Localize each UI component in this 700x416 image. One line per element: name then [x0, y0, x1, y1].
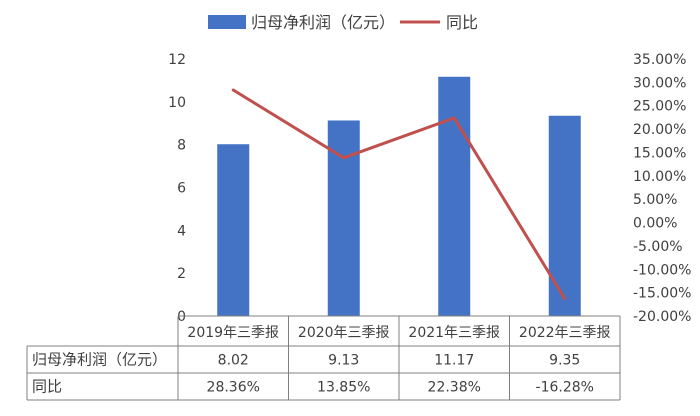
right-tick-label: 15.00%	[633, 145, 686, 161]
line-point	[342, 156, 346, 160]
table-cell: 22.38%	[428, 380, 481, 396]
right-tick-label: 20.00%	[633, 122, 686, 138]
left-tick-label: 4	[177, 223, 186, 239]
table-row-label: 同比	[32, 378, 62, 396]
right-tick-label: 0.00%	[633, 216, 677, 232]
category-label: 2022年三季报	[519, 325, 611, 341]
left-tick-label: 8	[177, 138, 186, 154]
right-tick-label: 5.00%	[633, 192, 677, 208]
table-row-label: 归母净利润（亿元）	[32, 351, 167, 369]
table-cell: 28.36%	[207, 380, 260, 396]
table-cell: -16.28%	[536, 380, 594, 396]
right-tick-label: 35.00%	[633, 52, 686, 68]
line-point	[452, 116, 456, 120]
left-axis: 0 2 4 6 8 10 12	[168, 52, 186, 325]
line-point	[563, 297, 567, 301]
table-cell: 9.35	[549, 353, 580, 369]
table-cell: 11.17	[434, 353, 474, 369]
table-cell: 13.85%	[317, 380, 370, 396]
category-label: 2020年三季报	[298, 325, 390, 341]
line-path	[232, 88, 567, 300]
bar	[438, 76, 471, 316]
right-tick-label: -10.00%	[633, 262, 691, 278]
left-tick-label: 2	[177, 266, 186, 282]
table-cell: 9.13	[328, 353, 359, 369]
bar	[548, 115, 581, 316]
right-tick-label: 10.00%	[633, 169, 686, 185]
right-axis: -20.00% -15.00% -10.00% -5.00% 0.00% 5.00% 10.…	[633, 52, 691, 325]
data-table: 2019年三季报 2020年三季报 2021年三季报 2022年三季报归母净利润（亿元…	[26, 315, 621, 401]
left-tick-label: 0	[177, 309, 186, 325]
category-label: 2019年三季报	[187, 325, 279, 341]
legend-label-bar: 归母净利润（亿元）	[251, 13, 395, 32]
line-series	[231, 88, 567, 301]
table-cell: 8.02	[218, 353, 249, 369]
left-tick-label: 12	[168, 52, 186, 68]
line-point	[231, 88, 235, 92]
right-tick-label: -5.00%	[633, 239, 683, 255]
right-tick-label: 30.00%	[633, 75, 686, 91]
legend-label-line: 同比	[446, 13, 478, 32]
right-tick-label: -20.00%	[633, 309, 691, 325]
category-label: 2021年三季报	[408, 325, 500, 341]
right-tick-label: -15.00%	[633, 286, 691, 302]
right-tick-label: 25.00%	[633, 99, 686, 115]
legend-bar-swatch	[208, 15, 246, 29]
bar	[217, 144, 250, 316]
left-tick-label: 10	[168, 95, 186, 111]
legend: 归母净利润（亿元） 同比	[208, 13, 478, 32]
left-tick-label: 6	[177, 181, 186, 197]
